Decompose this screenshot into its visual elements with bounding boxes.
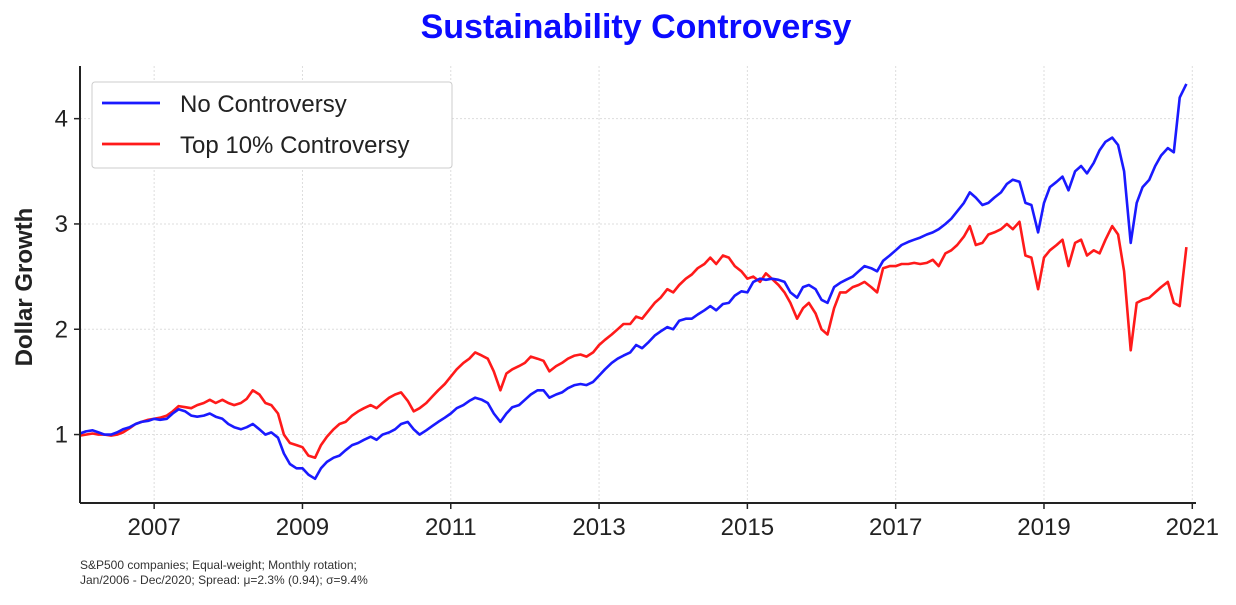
x-tick-label: 2007 (127, 514, 180, 541)
y-tick-label: 3 (55, 211, 68, 238)
legend-label-top-controversy: Top 10% Controversy (180, 132, 409, 159)
x-tick-label: 2013 (572, 514, 625, 541)
legend-label-no-controversy: No Controversy (180, 91, 347, 118)
series-line-no-controversy (79, 83, 1188, 481)
axes (79, 66, 1196, 504)
x-axis-ticks: 2007 2009 2011 2013 2015 2017 2019 2021 (127, 503, 1219, 541)
legend-box (91, 81, 453, 169)
x-tick-label: 2011 (425, 514, 477, 541)
y-tick-label: 2 (55, 316, 68, 343)
y-tick-label: 1 (55, 422, 68, 449)
chart: Sustainability Controversy 2007 2009 2011 2… (11, 8, 1219, 541)
x-tick-label: 2017 (869, 514, 922, 541)
legend: No Controversy Top 10% Controversy (91, 81, 453, 169)
plot-area: 2007 2009 2011 2013 2015 2017 2019 2021 1 2 3 4 (55, 66, 1219, 541)
y-axis-ticks: 1 2 3 4 (55, 106, 80, 449)
series-line-top-10-controversy (79, 220, 1188, 459)
x-tick-label: 2009 (276, 514, 329, 541)
x-tick-label: 2019 (1017, 514, 1070, 541)
x-tick-label: 2021 (1166, 514, 1219, 541)
footnote-line-1: S&P500 companies; Equal-weight; Monthly … (80, 558, 357, 572)
y-axis-label: Dollar Growth (11, 208, 38, 367)
footnote: S&P500 companies; Equal-weight; Monthly … (80, 558, 368, 588)
series-lines (79, 83, 1188, 481)
chart-title: Sustainability Controversy (421, 8, 852, 46)
y-tick-label: 4 (55, 106, 68, 133)
footnote-line-2: Jan/2006 - Dec/2020; Spread: μ=2.3% (0.9… (80, 573, 368, 587)
x-tick-label: 2015 (721, 514, 774, 541)
